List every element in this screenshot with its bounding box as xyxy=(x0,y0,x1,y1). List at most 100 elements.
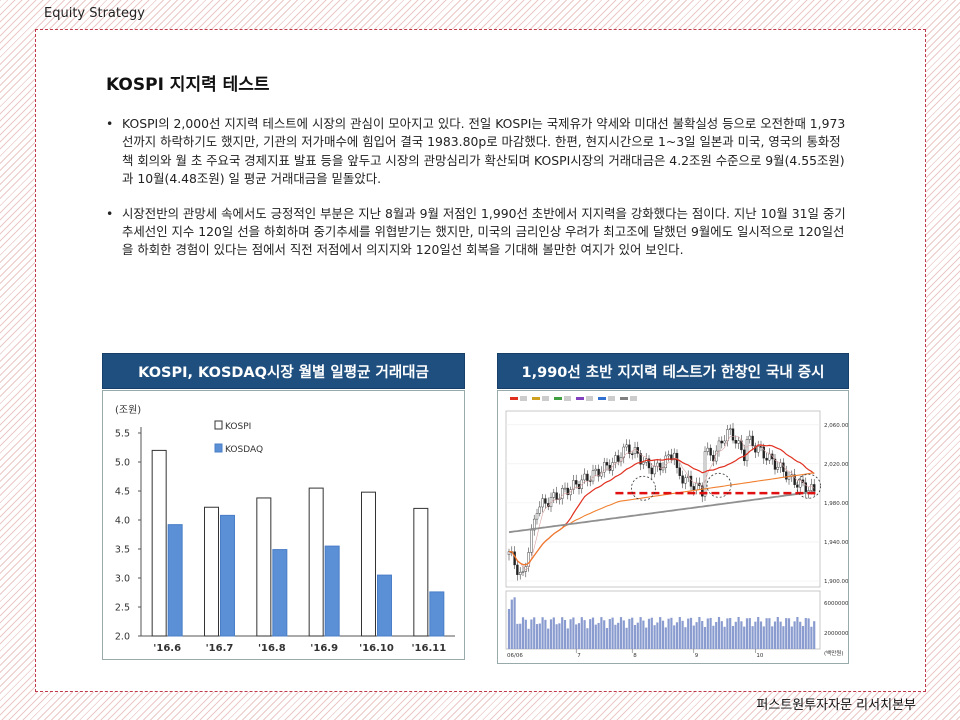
volume-bar xyxy=(687,618,690,649)
bar-kospi xyxy=(361,491,376,637)
candle-body xyxy=(538,506,541,514)
candle-body xyxy=(667,454,670,457)
volume-bar xyxy=(507,609,511,649)
y-right-tick-label: 1,940.00 xyxy=(824,540,848,546)
volume-bar xyxy=(729,618,732,649)
volume-bar xyxy=(636,622,639,649)
date-tick-label: 06/06 xyxy=(507,653,523,659)
legend-marker xyxy=(598,397,606,400)
candle-body xyxy=(622,446,626,458)
volume-bar xyxy=(762,626,765,649)
candle-body xyxy=(530,529,533,553)
legend-marker-label xyxy=(586,396,593,401)
candle-body xyxy=(670,454,673,461)
volume-bar xyxy=(589,619,592,649)
candle-body xyxy=(608,464,612,471)
candle-body xyxy=(653,466,656,475)
candle-body xyxy=(751,435,754,446)
volume-bar xyxy=(801,626,805,649)
volume-bar xyxy=(661,620,665,649)
date-tick-label: 8 xyxy=(633,653,637,659)
legend-marker-label xyxy=(520,396,527,401)
candle-body xyxy=(695,482,698,491)
volume-bar xyxy=(715,621,718,649)
volume-bar xyxy=(524,619,527,649)
volume-bar xyxy=(594,624,597,649)
volume-bar xyxy=(569,619,572,649)
volume-bar xyxy=(717,617,721,649)
bar-kosdaq xyxy=(272,549,288,637)
candle-body xyxy=(566,487,570,496)
candle-body xyxy=(650,467,654,475)
candle-body xyxy=(625,444,628,448)
volume-bar xyxy=(773,621,777,649)
bar-kosdaq xyxy=(377,574,392,637)
legend-marker-label xyxy=(608,396,615,401)
y-right-tick-label: 1,900.00 xyxy=(824,579,848,585)
volume-bar xyxy=(796,617,799,649)
candle-body xyxy=(594,468,598,471)
volume-bar xyxy=(541,617,544,649)
candle-body xyxy=(521,571,525,573)
volume-bar xyxy=(670,617,673,649)
volume-bar xyxy=(614,624,617,649)
right-figure: 1,990선 초반 지지력 테스트가 한창인 국내 증시 2,060.00 2,0… xyxy=(497,353,849,664)
y-tick-label: 5.5 xyxy=(115,429,130,440)
left-figure-body: (조원) 2.0 2.5 3.0 3.5 4.0 4.5 5.0 5.5 '16.6 '16.7 '1… xyxy=(102,390,465,660)
candle-body xyxy=(709,447,712,456)
bar-kospi xyxy=(204,506,219,637)
ma60-line xyxy=(509,472,815,566)
legend-marker-label xyxy=(564,396,571,401)
volume-bar xyxy=(703,626,707,649)
volume-bar xyxy=(684,627,687,649)
candle-body xyxy=(586,473,589,481)
volume-bar xyxy=(785,618,788,649)
volume-bar xyxy=(533,617,536,649)
volume-bar xyxy=(709,617,712,649)
candle-body xyxy=(773,458,777,470)
candle-body xyxy=(726,429,729,442)
volume-bar xyxy=(745,618,749,649)
volume-bar xyxy=(535,624,539,649)
candle-body xyxy=(516,564,519,575)
candle-body xyxy=(728,428,732,430)
y-tick-label: 2.5 xyxy=(115,603,130,614)
volume-bar xyxy=(597,622,600,649)
volume-bar xyxy=(516,623,519,649)
bullet-item: 시장전반의 관망세 속에서도 긍정적인 부분은 지난 8월과 9월 저점인 1,… xyxy=(106,205,846,260)
volume-bar xyxy=(695,622,698,649)
candle-body xyxy=(633,447,637,455)
candle-body xyxy=(734,439,738,444)
candle-body xyxy=(614,455,617,463)
candle-body xyxy=(574,480,578,485)
candle-body xyxy=(723,440,726,444)
volume-bar xyxy=(605,627,609,649)
volume-bar xyxy=(619,617,623,649)
page-title: KOSPI 지지력 테스트 xyxy=(106,75,270,95)
volume-bar xyxy=(681,620,684,649)
bar-kospi xyxy=(413,507,429,637)
volume-bar xyxy=(583,620,586,649)
ma120-line xyxy=(508,490,815,534)
candle-body xyxy=(597,468,600,477)
legend-marker xyxy=(510,397,518,400)
legend-swatch xyxy=(214,443,223,453)
volume-bar xyxy=(628,618,631,649)
volume-bar xyxy=(647,618,651,649)
volume-bar xyxy=(633,624,637,649)
candle-body xyxy=(737,440,740,444)
y-right-tick-label: 1,980.00 xyxy=(824,501,848,507)
volume-bar xyxy=(706,618,709,649)
y-tick-label: 5.0 xyxy=(115,458,130,469)
candle-body xyxy=(768,453,771,461)
candle-body xyxy=(776,467,779,470)
candle-body xyxy=(639,453,642,465)
left-figure-title: KOSPI, KOSDAQ시장 월별 일평균 거래대금 xyxy=(102,353,465,389)
volume-bar xyxy=(754,621,757,649)
candle-body xyxy=(692,486,696,491)
candle-body xyxy=(602,462,606,473)
volume-bar xyxy=(575,624,578,649)
volume-bar xyxy=(659,617,662,649)
y-tick-label: 2.0 xyxy=(115,632,130,643)
volume-tick-label: 2000000 xyxy=(824,631,848,637)
